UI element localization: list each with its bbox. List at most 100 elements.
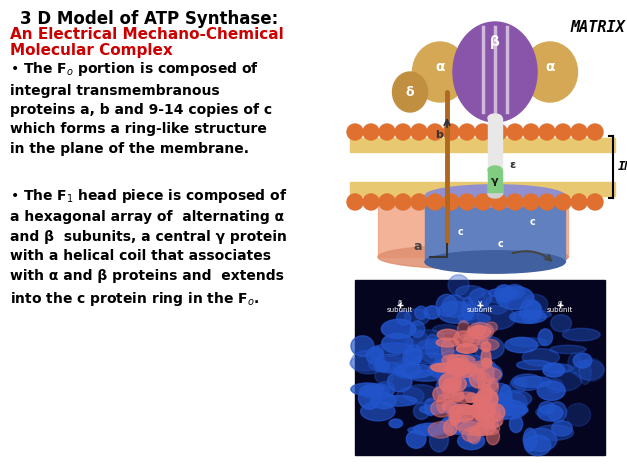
Ellipse shape xyxy=(428,422,453,438)
Ellipse shape xyxy=(444,368,477,381)
Ellipse shape xyxy=(432,364,455,372)
Ellipse shape xyxy=(482,423,500,435)
Ellipse shape xyxy=(425,185,565,207)
Circle shape xyxy=(427,194,443,210)
Ellipse shape xyxy=(482,289,519,303)
Ellipse shape xyxy=(482,361,496,374)
Circle shape xyxy=(395,194,411,210)
Ellipse shape xyxy=(482,414,495,429)
Circle shape xyxy=(459,194,475,210)
Circle shape xyxy=(379,124,395,140)
Ellipse shape xyxy=(457,320,470,340)
Bar xyxy=(350,182,615,196)
Ellipse shape xyxy=(443,401,457,410)
Ellipse shape xyxy=(415,353,448,364)
Ellipse shape xyxy=(477,306,516,330)
Ellipse shape xyxy=(468,322,492,342)
Ellipse shape xyxy=(468,429,480,444)
Circle shape xyxy=(411,124,427,140)
Ellipse shape xyxy=(413,330,445,348)
Ellipse shape xyxy=(477,412,486,421)
Ellipse shape xyxy=(538,329,552,346)
Ellipse shape xyxy=(451,377,466,391)
Ellipse shape xyxy=(442,403,463,414)
Ellipse shape xyxy=(488,190,502,198)
Ellipse shape xyxy=(450,404,476,422)
Ellipse shape xyxy=(443,364,470,374)
Ellipse shape xyxy=(413,42,468,102)
Ellipse shape xyxy=(439,373,461,392)
Ellipse shape xyxy=(359,384,394,398)
Ellipse shape xyxy=(510,338,547,347)
Ellipse shape xyxy=(461,297,474,321)
Ellipse shape xyxy=(477,368,502,381)
Circle shape xyxy=(347,194,363,210)
Ellipse shape xyxy=(486,393,512,411)
Ellipse shape xyxy=(438,301,474,323)
Ellipse shape xyxy=(465,330,483,342)
Ellipse shape xyxy=(514,376,551,387)
Ellipse shape xyxy=(433,325,460,334)
Ellipse shape xyxy=(445,393,465,401)
Ellipse shape xyxy=(473,337,504,360)
Ellipse shape xyxy=(485,295,509,314)
Ellipse shape xyxy=(484,383,509,396)
Ellipse shape xyxy=(466,421,487,434)
Ellipse shape xyxy=(450,419,469,433)
Ellipse shape xyxy=(488,288,519,297)
Ellipse shape xyxy=(389,419,403,428)
Ellipse shape xyxy=(359,386,381,410)
Ellipse shape xyxy=(497,286,534,310)
Ellipse shape xyxy=(439,418,468,432)
Ellipse shape xyxy=(378,184,568,208)
Text: MATRIX: MATRIX xyxy=(571,20,625,35)
Ellipse shape xyxy=(374,343,414,355)
Ellipse shape xyxy=(510,310,547,324)
Ellipse shape xyxy=(444,419,457,435)
Ellipse shape xyxy=(472,392,505,403)
Ellipse shape xyxy=(413,423,447,436)
Ellipse shape xyxy=(479,411,503,429)
Text: a: a xyxy=(414,241,422,254)
Circle shape xyxy=(571,124,587,140)
Ellipse shape xyxy=(369,356,408,373)
Ellipse shape xyxy=(436,338,459,347)
Ellipse shape xyxy=(382,333,413,353)
Ellipse shape xyxy=(420,340,459,365)
Ellipse shape xyxy=(562,328,600,341)
Ellipse shape xyxy=(483,403,505,422)
Ellipse shape xyxy=(371,346,384,360)
Ellipse shape xyxy=(574,360,604,380)
Ellipse shape xyxy=(350,356,381,371)
Ellipse shape xyxy=(455,425,475,434)
Ellipse shape xyxy=(444,386,464,403)
Ellipse shape xyxy=(350,383,384,396)
Ellipse shape xyxy=(495,285,514,302)
Circle shape xyxy=(363,124,379,140)
Circle shape xyxy=(443,124,459,140)
Ellipse shape xyxy=(485,322,497,333)
Ellipse shape xyxy=(490,400,527,419)
Ellipse shape xyxy=(416,339,453,354)
Ellipse shape xyxy=(512,313,534,322)
Ellipse shape xyxy=(455,418,480,431)
Circle shape xyxy=(523,194,539,210)
Ellipse shape xyxy=(468,325,491,338)
Text: 3 D Model of ATP Synthase:: 3 D Model of ATP Synthase: xyxy=(20,10,278,28)
Ellipse shape xyxy=(463,367,478,386)
Circle shape xyxy=(459,124,475,140)
Ellipse shape xyxy=(481,342,491,352)
Circle shape xyxy=(427,124,443,140)
Ellipse shape xyxy=(524,428,557,452)
Ellipse shape xyxy=(552,421,572,436)
Ellipse shape xyxy=(436,294,457,317)
Text: α
subunit: α subunit xyxy=(547,300,573,313)
Ellipse shape xyxy=(351,336,374,356)
Bar xyxy=(488,170,502,192)
Ellipse shape xyxy=(436,370,455,378)
Ellipse shape xyxy=(470,373,494,384)
Ellipse shape xyxy=(441,340,454,359)
Ellipse shape xyxy=(366,347,384,364)
Ellipse shape xyxy=(524,301,541,320)
Ellipse shape xyxy=(547,379,563,393)
